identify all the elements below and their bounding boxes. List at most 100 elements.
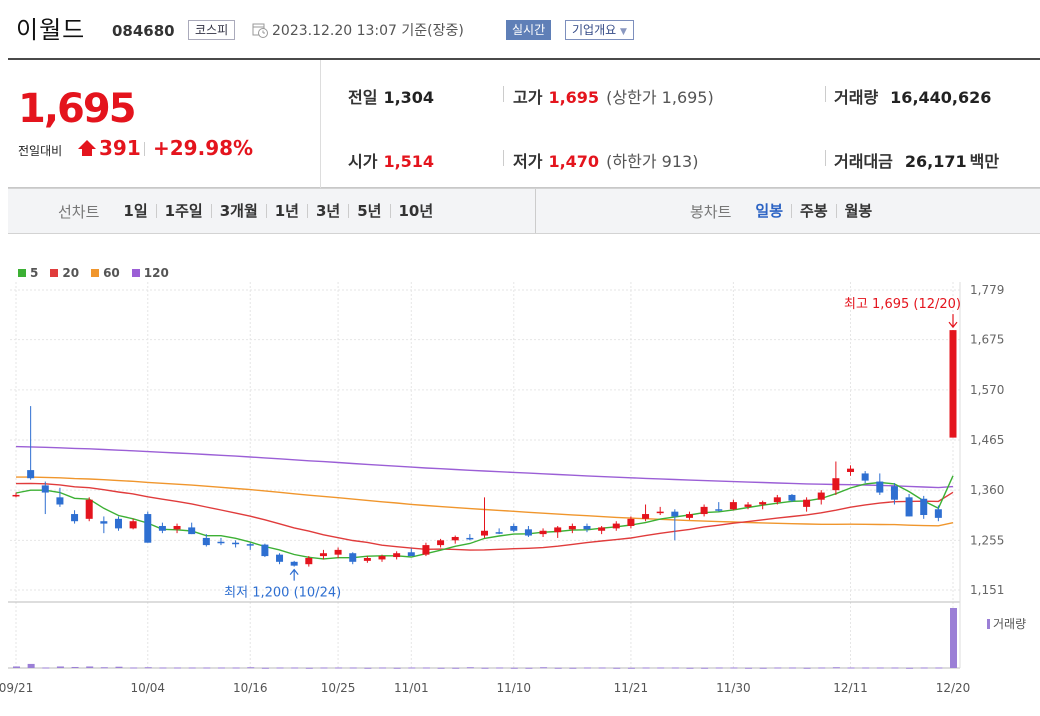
legend-ma5-label: 5	[30, 266, 39, 280]
volume-bar	[774, 667, 782, 669]
candle-body	[261, 544, 269, 557]
y-tick-label: 1,255	[970, 533, 1004, 547]
amount-value: 26,171	[904, 152, 967, 171]
candle-body	[583, 525, 591, 530]
market-badge: 코스피	[188, 20, 236, 40]
candle-chart-caption: 봉차트	[690, 202, 732, 221]
volume-bar	[232, 667, 240, 669]
volume-bar	[481, 667, 489, 669]
legend-ma60[interactable]: 60	[91, 266, 120, 280]
volume-bar	[437, 667, 445, 669]
divider	[503, 86, 504, 102]
candle-body	[495, 532, 503, 534]
volume-bar	[583, 667, 591, 669]
candle-body	[144, 514, 152, 543]
x-tick-label: 12/11	[833, 681, 868, 695]
volume-bar	[657, 667, 665, 669]
period-10y[interactable]: 10년	[389, 204, 442, 219]
candle-chart-periods: 봉차트 일봉 주봉 월봉	[690, 189, 880, 233]
candle-body	[510, 525, 518, 531]
candle-body	[437, 540, 445, 546]
volume-bar	[818, 667, 826, 669]
divider	[825, 150, 826, 166]
line-chart-caption: 선차트	[58, 202, 100, 221]
timestamp-basis: 기준(장중)	[401, 23, 464, 39]
candle-body	[700, 506, 708, 515]
volume-bar	[950, 608, 957, 668]
volume-bar	[730, 667, 738, 669]
legend-ma5[interactable]: 5	[18, 266, 38, 280]
lower-limit-label: 하한가	[612, 152, 657, 171]
candle-body	[276, 554, 284, 562]
volume-bar	[452, 667, 460, 669]
candle-body	[27, 470, 35, 479]
volume-bar	[203, 667, 211, 669]
high-arrow-icon	[948, 314, 958, 329]
divider	[144, 142, 145, 156]
price-chart: 5 20 60 120 1,779 1,675 1,570 1,465 1,360 1,2…	[0, 236, 1040, 716]
period-3m[interactable]: 3개월	[210, 204, 266, 219]
upper-limit: (상한가 1,695)	[606, 88, 714, 107]
legend-ma20[interactable]: 20	[50, 266, 79, 280]
volume-bar	[525, 667, 533, 669]
upper-limit-label: 상한가	[612, 88, 657, 107]
candle-body	[393, 553, 401, 558]
volume-bar	[364, 667, 372, 669]
volume-bar	[335, 667, 343, 669]
volume-bar	[745, 667, 753, 669]
volume-bar	[320, 667, 328, 669]
legend-ma20-label: 20	[62, 266, 80, 280]
candle-weekly[interactable]: 주봉	[791, 204, 836, 219]
period-5y[interactable]: 5년	[348, 204, 389, 219]
volume-bar	[130, 667, 138, 669]
candle-body	[773, 497, 781, 503]
candle-body	[481, 530, 488, 536]
x-tick-label: 11/21	[614, 681, 649, 695]
calendar-clock-icon	[252, 23, 268, 38]
timestamp: 2023.12.20 13:07 기준(장중)	[272, 20, 464, 40]
realtime-button[interactable]: 실시간	[506, 20, 552, 40]
candle-body	[598, 527, 606, 531]
legend-ma120[interactable]: 120	[131, 266, 169, 280]
legend-ma120-label: 120	[143, 266, 169, 280]
period-1y[interactable]: 1년	[265, 204, 307, 219]
volume-bar	[393, 667, 401, 669]
divider	[825, 86, 826, 102]
period-1w[interactable]: 1주일	[155, 204, 211, 219]
volume-bar	[540, 667, 548, 669]
candle-body	[803, 499, 811, 507]
x-tick-label: 12/20	[936, 681, 971, 695]
period-1d[interactable]: 1일	[123, 202, 148, 220]
current-price: 1,695	[18, 86, 137, 132]
x-tick-label: 11/01	[394, 681, 429, 695]
x-tick-label: 10/16	[233, 681, 268, 695]
candle-body	[100, 521, 108, 524]
volume-bar	[832, 667, 840, 669]
ma20-line	[15, 482, 954, 551]
stock-header: 이월드 084680 코스피 2023.12.20 13:07 기준(장중) 실…	[0, 0, 1040, 52]
candle-monthly[interactable]: 월봉	[835, 204, 881, 219]
low-annotation: 최저 1,200 (10/24)	[224, 586, 341, 601]
volume-bar	[847, 667, 855, 669]
candle-daily[interactable]: 일봉	[755, 202, 784, 220]
prev-close-value: 1,304	[383, 88, 435, 107]
period-3y[interactable]: 3년	[307, 204, 348, 219]
x-tick-label: 11/30	[716, 681, 751, 695]
volume-bar	[759, 667, 767, 669]
candle-body	[524, 529, 532, 536]
prev-close: 전일 1,304	[348, 84, 434, 108]
volume-bar	[671, 667, 679, 669]
candle-body	[671, 511, 679, 517]
volume-bar	[613, 667, 621, 669]
company-overview-dropdown[interactable]: 기업개요 ▼	[565, 20, 634, 40]
divider	[503, 150, 504, 166]
y-tick-label: 1,570	[970, 383, 1004, 397]
volume-bar	[305, 667, 313, 669]
candle-body	[451, 536, 459, 541]
candle-body	[744, 504, 752, 507]
volume-bar	[554, 667, 562, 669]
volume-bar	[13, 666, 20, 668]
candle-body	[729, 502, 737, 510]
candle-body	[319, 553, 327, 557]
candle-body	[466, 537, 474, 540]
